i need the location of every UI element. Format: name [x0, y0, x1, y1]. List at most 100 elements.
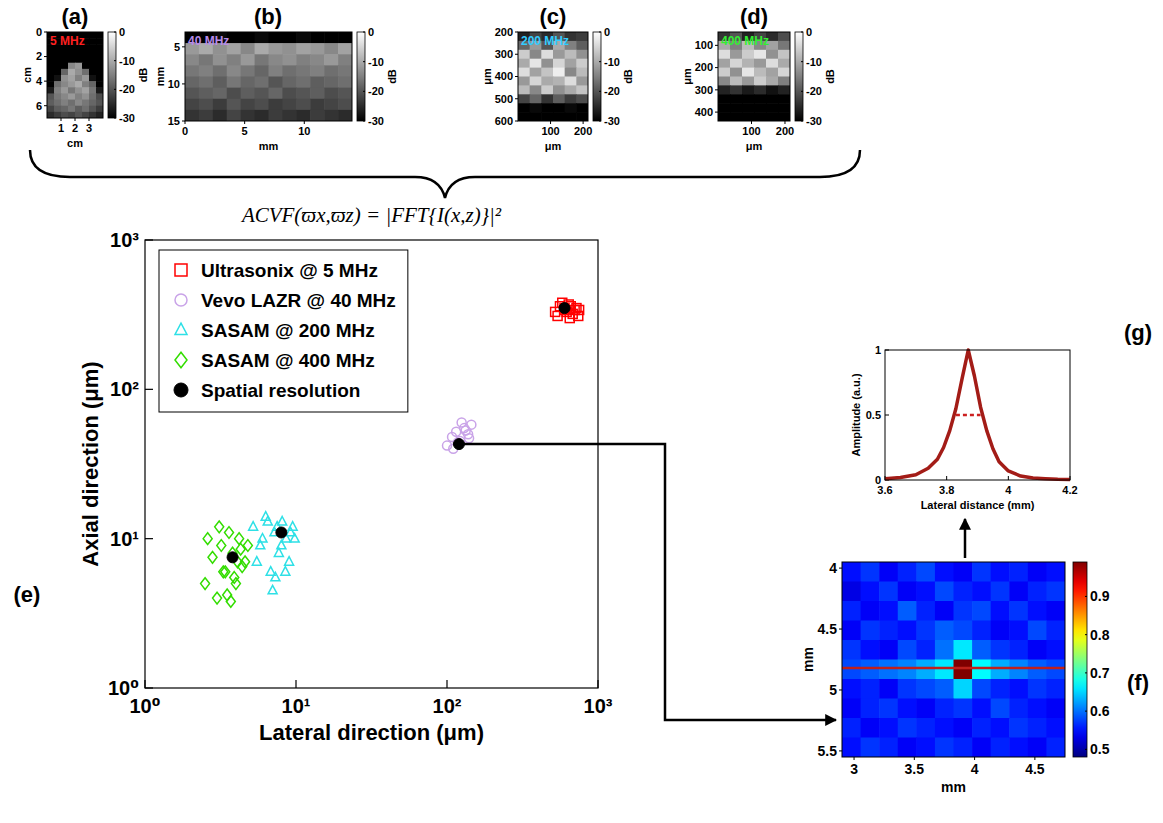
cell [54, 93, 62, 100]
marker-triangle [268, 585, 277, 594]
colorbar [357, 32, 365, 121]
cell [61, 87, 69, 94]
marker-square [574, 311, 583, 320]
cell [269, 88, 284, 100]
cell [75, 57, 83, 64]
marker-diamond [203, 533, 212, 545]
tick-label: 3.5 [905, 761, 925, 777]
tick-label: 2 [36, 50, 42, 62]
marker-diamond [226, 596, 235, 608]
cell [61, 81, 69, 88]
colorbar-label: dB [386, 69, 398, 84]
cell [553, 77, 565, 87]
cell [282, 54, 297, 66]
cell [68, 81, 76, 88]
colorbar-tick [363, 91, 365, 92]
tick-label: 10 [168, 78, 180, 90]
cell [255, 43, 270, 55]
tick-label: 1 [875, 344, 881, 356]
cell [199, 99, 214, 111]
cell [935, 699, 954, 719]
cell [991, 640, 1010, 660]
colorbar-tick [801, 61, 803, 62]
colorbar-tick-label: -10 [806, 56, 822, 68]
cell [282, 99, 297, 111]
cell [541, 112, 553, 121]
arrow [459, 444, 836, 720]
cell [898, 679, 917, 699]
cell [1009, 699, 1028, 719]
tick [914, 757, 915, 760]
cell [82, 69, 90, 76]
cell [991, 738, 1010, 758]
cell [75, 75, 83, 82]
cell [518, 77, 530, 87]
cell [766, 94, 779, 104]
cell [1028, 679, 1047, 699]
cell [54, 112, 62, 118]
tick-label: 400 [495, 70, 513, 82]
cell [68, 87, 76, 94]
marker-circle [467, 420, 476, 429]
tick-label: 500 [495, 93, 513, 105]
tick-label: 4 [1005, 484, 1012, 496]
annotation: ACVF(ϖx,ϖz) = |FFT{I(x,z)}|² [240, 203, 502, 227]
cell [185, 65, 200, 77]
tick [515, 121, 518, 122]
cell [778, 32, 790, 42]
cell [75, 50, 83, 57]
cell [766, 68, 779, 78]
tick [61, 118, 62, 121]
cell [54, 87, 62, 94]
cell [972, 621, 991, 641]
cell [47, 69, 55, 76]
cell [898, 582, 917, 602]
cell [553, 94, 565, 104]
cell [96, 50, 103, 57]
cell [338, 32, 352, 44]
cell [1046, 621, 1065, 641]
tick-label: 0 [36, 26, 42, 38]
tick-label: 10² [433, 695, 462, 717]
colorbar-tick-label: -30 [604, 115, 620, 127]
cell [778, 59, 790, 68]
tick [715, 89, 718, 90]
cell [553, 85, 565, 95]
cell [82, 63, 90, 70]
tick [182, 46, 185, 47]
cell [89, 81, 97, 88]
cell [96, 100, 103, 107]
cell [296, 43, 311, 55]
colorbar-tick-label: -30 [119, 112, 135, 124]
marker-triangle [281, 567, 290, 576]
plot-area [718, 32, 790, 121]
cell [1028, 699, 1047, 719]
marker-diamond [208, 551, 217, 563]
panel-title: 5 MHz [50, 34, 85, 48]
tick [839, 689, 842, 690]
cell [530, 103, 542, 113]
cell [89, 38, 97, 45]
cell [718, 59, 731, 68]
arrow [964, 519, 967, 558]
cell [898, 601, 917, 621]
cell [916, 582, 935, 602]
axis-title: Lateral distance (mm) [921, 499, 1035, 511]
cell [576, 32, 588, 42]
tick-label: 10³ [110, 229, 139, 251]
tick-label: 4.5 [818, 621, 838, 637]
cell [518, 103, 530, 113]
marker-circle [461, 426, 470, 435]
cell [861, 562, 880, 582]
cell [898, 660, 917, 680]
cell [972, 582, 991, 602]
cell [954, 640, 973, 660]
cell [75, 93, 83, 100]
cell [54, 100, 62, 107]
tick-label: 1 [58, 122, 64, 134]
marker-triangle [285, 557, 294, 566]
cell [75, 112, 83, 118]
cell [338, 54, 352, 66]
tick [715, 45, 718, 46]
cell [935, 660, 954, 680]
